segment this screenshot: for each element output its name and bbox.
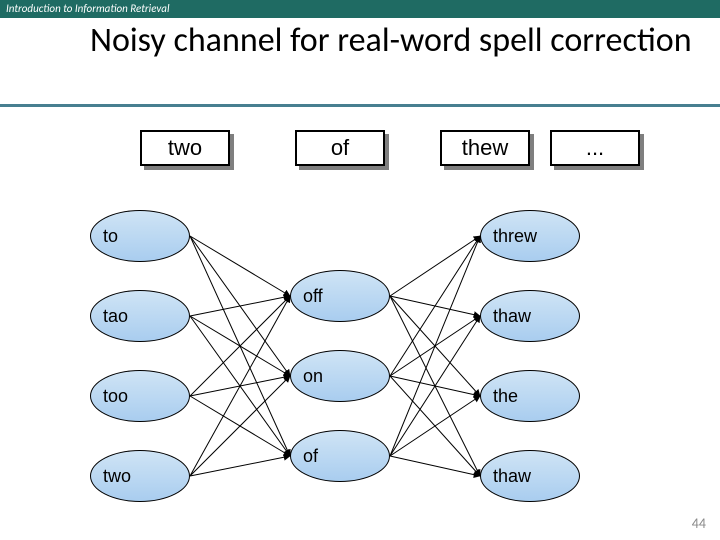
candidate-node: thaw — [480, 290, 580, 342]
candidate-node: on — [290, 350, 390, 402]
slide-title: Noisy channel for real-word spell correc… — [90, 22, 692, 59]
candidate-node: two — [90, 450, 190, 502]
course-title: Introduction to Information Retrieval — [6, 2, 169, 15]
candidate-node: off — [290, 270, 390, 322]
candidate-node: threw — [480, 210, 580, 262]
word-box: thew — [440, 130, 530, 166]
word-box: two — [140, 130, 230, 166]
title-rule — [0, 104, 720, 107]
word-box: of — [295, 130, 385, 166]
word-box: ... — [550, 130, 640, 166]
course-header: Introduction to Information Retrieval — [0, 0, 720, 18]
noisy-channel-diagram: two of thew... to tao too two off on of threw thaw… — [80, 130, 640, 510]
page-number: 44 — [692, 515, 706, 532]
candidate-node: the — [480, 370, 580, 422]
candidate-node: too — [90, 370, 190, 422]
candidate-node: tao — [90, 290, 190, 342]
candidate-node: of — [290, 430, 390, 482]
candidate-node: to — [90, 210, 190, 262]
candidate-node: thaw — [480, 450, 580, 502]
